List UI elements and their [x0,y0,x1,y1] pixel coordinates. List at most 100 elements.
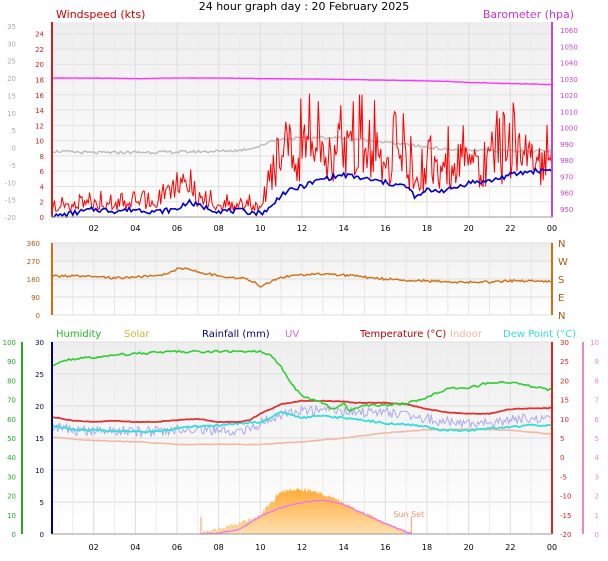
temp-y-tick-label: 20 [560,377,569,385]
wind-x-tick-label: 02 [89,224,99,233]
temp-y-tick-label: -10 [560,493,571,501]
humidity-y-tick-label: 30 [7,473,16,481]
wind-y-tick-label: 4 [40,183,45,191]
wind-x-tick-label: 08 [214,224,224,233]
uv-line [200,499,412,535]
wind-y-tick-label: 20 [35,61,44,69]
wind-y-tick-label: 12 [35,122,44,130]
temp-y-tick-label: 25 [560,358,569,366]
uv-y-tick-label: 2 [595,493,599,501]
temperature-line [51,399,553,424]
temp-x-tick-label: 04 [130,543,140,552]
uv-y-tick-label: 1 [595,512,599,520]
temp-x-tick-label: 02 [89,543,99,552]
temp-y-tick-label: -20 [560,531,571,539]
direction-y-tick-label: 360 [27,240,40,248]
humidity-y-tick-label: 60 [7,416,16,424]
wind-y-tick-label: 6 [40,168,45,176]
temp-y-tick-label: 5 [560,435,564,443]
wind-x-tick-label: 16 [380,224,390,233]
faint-y-tick-label: -15 [5,197,16,205]
barometer-y-tick-label: 1010 [560,108,578,116]
temp-y-tick-label: 10 [560,416,569,424]
faint-y-tick-label: 10 [7,110,16,118]
faint-y-tick-label: 25 [7,58,16,66]
faint-y-tick-label: -10 [5,179,16,187]
legend-item: Humidity [56,329,101,340]
legend-item: Dew Point (°C) [503,329,576,340]
faint-y-tick-label: 5 [12,127,16,135]
wind-x-tick-label: 06 [172,224,182,233]
faint-y-tick-label: 30 [7,40,16,48]
barometer-y-tick-label: 970 [560,173,573,181]
legend-item: Temperature (°C) [359,329,446,340]
temp-x-tick-label: 18 [422,543,432,552]
humidity-y-tick-label: 50 [7,435,16,443]
barometer-y-tick-label: 990 [560,141,573,149]
uv-y-tick-label: 0 [595,531,599,539]
wind-y-tick-label: 14 [35,107,44,115]
barometer-y-tick-label: 960 [560,190,573,198]
wind-y-tick-label: 22 [35,46,44,54]
humidity-y-tick-label: 90 [7,358,16,366]
humidity-y-tick-label: 40 [7,454,16,462]
wind-gust-line [51,93,553,213]
temp-x-tick-label: 22 [505,543,515,552]
wind-x-tick-label: 00 [547,224,557,233]
rain-y-tick-label: 0 [40,531,44,539]
wind-direction-line [51,267,553,288]
legend-item: Solar [124,329,150,340]
wind-x-tick-label: 18 [422,224,432,233]
barometer-y-tick-label: 980 [560,157,573,165]
compass-label: S [558,275,564,286]
wind-y-tick-label: 10 [35,138,44,146]
rain-y-tick-label: 30 [35,339,44,347]
sunset-annotation: Sun Set [393,510,424,519]
wind-y-tick-label: 18 [35,76,44,84]
humidity-y-tick-label: 10 [7,512,16,520]
rain-y-tick-label: 5 [40,499,44,507]
compass-label: N [558,311,565,322]
humidity-y-tick-label: 100 [3,339,16,347]
direction-y-tick-label: 0 [36,312,40,320]
chart-title: 24 hour graph day : 20 February 2025 [198,0,410,13]
temp-x-tick-label: 14 [339,543,349,552]
wind-y-tick-label: 8 [40,153,44,161]
rain-y-tick-label: 25 [35,371,44,379]
uv-y-tick-label: 8 [595,377,599,385]
uv-y-tick-label: 4 [595,454,600,462]
rain-y-tick-label: 10 [35,467,44,475]
barometer-y-tick-label: 1060 [560,27,578,35]
humidity-y-tick-label: 0 [12,531,16,539]
wind-x-tick-label: 04 [130,224,140,233]
barometer-y-tick-label: 1050 [560,43,578,51]
faint-y-tick-label: -5 [9,162,16,170]
barometer-line [51,77,553,86]
temp-y-tick-label: -5 [560,473,567,481]
compass-label: N [558,239,565,250]
barometer-y-tick-label: 1020 [560,92,578,100]
compass-label: E [558,293,564,304]
temp-x-tick-label: 08 [214,543,224,552]
wind-x-tick-label: 20 [464,224,474,233]
wind-x-tick-label: 14 [339,224,349,233]
uv-y-tick-label: 3 [595,473,599,481]
faint-y-tick-label: -20 [5,214,16,222]
legend-item: Indoor [450,329,483,340]
temp-x-tick-label: 06 [172,543,182,552]
uv-y-tick-label: 10 [590,339,599,347]
temp-y-tick-label: -15 [560,512,571,520]
wind-y-tick-label: 0 [40,214,44,222]
temp-x-tick-label: 16 [380,543,390,552]
humidity-y-tick-label: 80 [7,377,16,385]
indoor-line [51,428,553,446]
faint-y-tick-label: 20 [7,75,16,83]
faint-y-tick-label: 0 [12,145,16,153]
barometer-y-tick-label: 1030 [560,76,578,84]
temp-x-tick-label: 20 [464,543,474,552]
direction-y-tick-label: 90 [31,294,40,302]
temp-x-tick-label: 12 [297,543,307,552]
wind-x-tick-label: 12 [297,224,307,233]
